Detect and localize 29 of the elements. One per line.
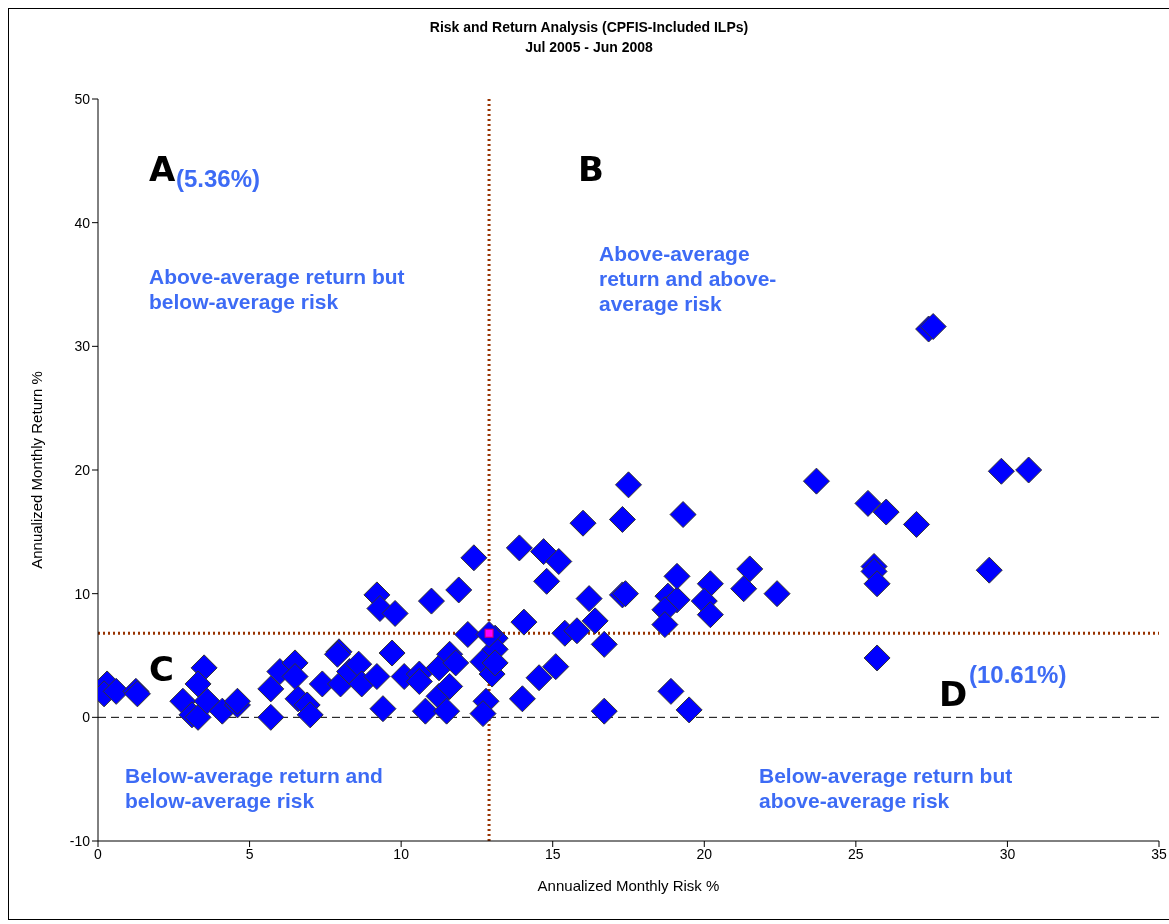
y-tick-label: 20 bbox=[74, 461, 91, 478]
annotation: D bbox=[939, 674, 968, 714]
y-tick-label: 30 bbox=[74, 338, 91, 355]
annotation: Above-average return but below-average risk bbox=[149, 264, 406, 315]
y-tick-label: -10 bbox=[69, 832, 91, 849]
annotation: (5.36%) bbox=[176, 165, 262, 194]
x-tick-label: 25 bbox=[848, 845, 864, 862]
chart-subtitle: Jul 2005 - Jun 2008 bbox=[524, 38, 654, 57]
x-tick-label: 35 bbox=[1151, 845, 1167, 862]
annotation: Below-average return and below-average risk bbox=[125, 763, 384, 814]
annotation: (10.61%) bbox=[969, 661, 1068, 690]
annotation: Above-average return and above-average risk bbox=[599, 241, 778, 317]
x-tick-label: 0 bbox=[94, 845, 103, 862]
x-axis-title: Annualized Monthly Risk % bbox=[537, 877, 720, 894]
x-tick-label: 30 bbox=[999, 845, 1016, 862]
x-tick-label: 15 bbox=[544, 845, 561, 862]
annotation: Below-average return but above-average risk bbox=[759, 763, 1014, 814]
x-tick-label: 10 bbox=[393, 845, 410, 862]
annotation: B bbox=[578, 149, 605, 190]
y-tick-label: 0 bbox=[82, 709, 91, 726]
annotation: A bbox=[149, 149, 176, 189]
x-tick-label: 5 bbox=[245, 845, 254, 862]
annotation: C bbox=[149, 649, 175, 690]
x-tick-label: 20 bbox=[696, 845, 713, 862]
y-axis-title: Annualized Monthly Return % bbox=[28, 371, 46, 569]
y-tick-label: 10 bbox=[74, 585, 91, 602]
y-tick-label: 40 bbox=[74, 214, 91, 231]
chart-title: Risk and Return Analysis (CPFIS-Included ILPs) bbox=[428, 18, 750, 37]
y-tick-label: 50 bbox=[74, 90, 91, 107]
